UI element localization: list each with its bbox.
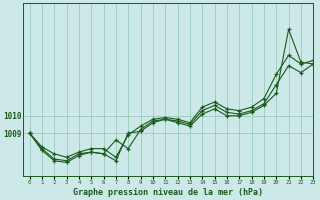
X-axis label: Graphe pression niveau de la mer (hPa): Graphe pression niveau de la mer (hPa) (73, 188, 263, 197)
